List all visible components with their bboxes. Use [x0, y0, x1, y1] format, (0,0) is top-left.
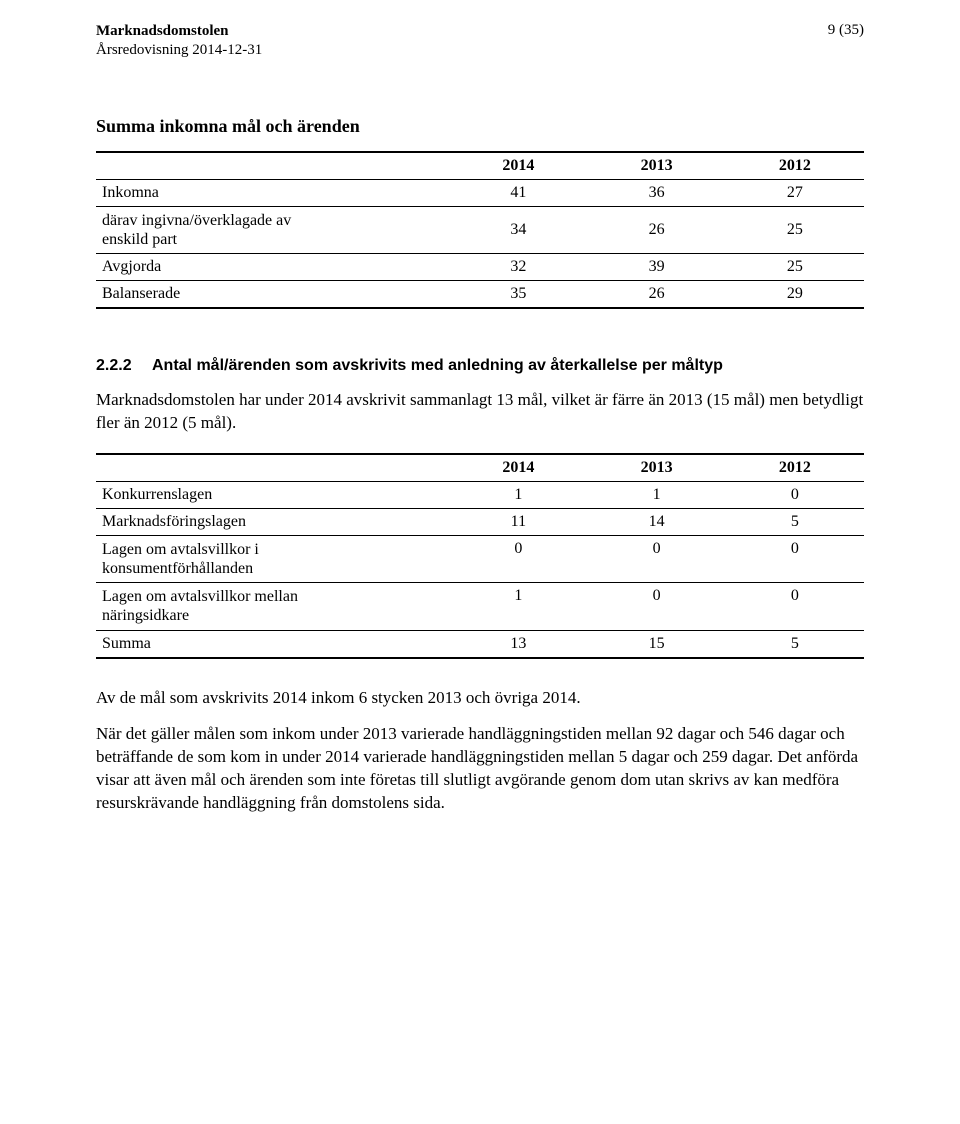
row-label: därav ingivna/överklagade av enskild par… — [96, 206, 449, 253]
table-row: Balanserade 35 26 29 — [96, 280, 864, 308]
table1-col-2012: 2012 — [726, 152, 864, 180]
section2-para-after1: Av de mål som avskrivits 2014 inkom 6 st… — [96, 687, 864, 710]
cell: 26 — [588, 206, 726, 253]
spacer — [96, 435, 864, 453]
row-label-line2: konsumentförhållanden — [102, 560, 253, 577]
table-row: Lagen om avtalsvillkor mellan näringsidk… — [96, 583, 864, 630]
cell: 0 — [726, 583, 864, 630]
section1-title: Summa inkomna mål och ärenden — [96, 116, 864, 137]
table1-header-row: 2014 2013 2012 — [96, 152, 864, 180]
cell: 0 — [588, 535, 726, 582]
table-row: Avgjorda 32 39 25 — [96, 253, 864, 280]
cell: 41 — [449, 179, 587, 206]
cell: 27 — [726, 179, 864, 206]
cell: 0 — [726, 535, 864, 582]
row-label: Summa — [96, 630, 449, 658]
section2-heading: 2.2.2 Antal mål/ärenden som avskrivits m… — [96, 357, 864, 375]
table-avskrivits: 2014 2013 2012 Konkurrenslagen 1 1 0 Mar… — [96, 453, 864, 659]
row-label-line2: enskild part — [102, 231, 177, 248]
page-container: Marknadsdomstolen Årsredovisning 2014-12… — [0, 0, 960, 875]
table2-col-2014: 2014 — [449, 454, 587, 482]
cell: 36 — [588, 179, 726, 206]
cell: 13 — [449, 630, 587, 658]
page-header: Marknadsdomstolen Årsredovisning 2014-12… — [96, 22, 864, 60]
cell: 25 — [726, 206, 864, 253]
section2-para-after2: När det gäller målen som inkom under 201… — [96, 723, 864, 815]
table1-header-blank — [96, 152, 449, 180]
header-left: Marknadsdomstolen Årsredovisning 2014-12… — [96, 22, 262, 60]
cell: 25 — [726, 253, 864, 280]
cell: 26 — [588, 280, 726, 308]
cell: 35 — [449, 280, 587, 308]
table2-col-2013: 2013 — [588, 454, 726, 482]
row-label-line1: Lagen om avtalsvillkor mellan — [102, 588, 298, 605]
table-summa-inkomna: 2014 2013 2012 Inkomna 41 36 27 därav in… — [96, 151, 864, 309]
header-subtitle: Årsredovisning 2014-12-31 — [96, 41, 262, 60]
header-page-number: 9 (35) — [828, 22, 864, 39]
row-label: Konkurrenslagen — [96, 481, 449, 508]
table-row-summa: Summa 13 15 5 — [96, 630, 864, 658]
table1-col-2014: 2014 — [449, 152, 587, 180]
section2-number: 2.2.2 — [96, 357, 152, 375]
cell: 0 — [449, 535, 587, 582]
cell: 15 — [588, 630, 726, 658]
table-row: därav ingivna/överklagade av enskild par… — [96, 206, 864, 253]
table2-col-2012: 2012 — [726, 454, 864, 482]
cell: 1 — [449, 481, 587, 508]
row-label: Avgjorda — [96, 253, 449, 280]
row-label: Lagen om avtalsvillkor mellan näringsidk… — [96, 583, 449, 630]
header-org: Marknadsdomstolen — [96, 22, 262, 41]
cell: 14 — [588, 508, 726, 535]
row-label: Marknadsföringslagen — [96, 508, 449, 535]
table-row: Lagen om avtalsvillkor i konsumentförhål… — [96, 535, 864, 582]
table2-header-row: 2014 2013 2012 — [96, 454, 864, 482]
cell: 5 — [726, 630, 864, 658]
row-label: Lagen om avtalsvillkor i konsumentförhål… — [96, 535, 449, 582]
table-row: Inkomna 41 36 27 — [96, 179, 864, 206]
row-label: Balanserade — [96, 280, 449, 308]
cell: 5 — [726, 508, 864, 535]
cell: 0 — [726, 481, 864, 508]
cell: 11 — [449, 508, 587, 535]
row-label-line1: Lagen om avtalsvillkor i — [102, 541, 259, 558]
cell: 1 — [449, 583, 587, 630]
cell: 1 — [588, 481, 726, 508]
cell: 29 — [726, 280, 864, 308]
table2-header-blank — [96, 454, 449, 482]
table-row: Marknadsföringslagen 11 14 5 — [96, 508, 864, 535]
cell: 34 — [449, 206, 587, 253]
row-label-line2: näringsidkare — [102, 607, 189, 624]
cell: 0 — [588, 583, 726, 630]
cell: 32 — [449, 253, 587, 280]
row-label: Inkomna — [96, 179, 449, 206]
section2-title: Antal mål/ärenden som avskrivits med anl… — [152, 357, 864, 375]
table-row: Konkurrenslagen 1 1 0 — [96, 481, 864, 508]
row-label-line1: därav ingivna/överklagade av — [102, 212, 291, 229]
section2-intro-para: Marknadsdomstolen har under 2014 avskriv… — [96, 389, 864, 435]
table1-col-2013: 2013 — [588, 152, 726, 180]
cell: 39 — [588, 253, 726, 280]
